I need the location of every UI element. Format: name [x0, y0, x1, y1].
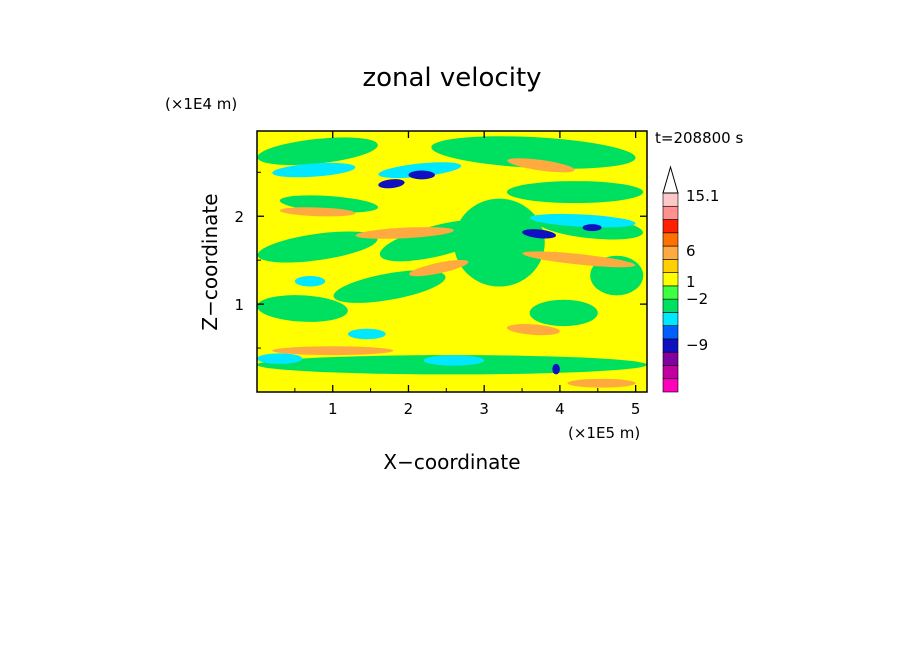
colorbar-swatch: [662, 232, 679, 247]
y-unit-label: (×1E4 m): [165, 95, 237, 113]
y-tick-label: 2: [234, 208, 244, 226]
y-axis: 12: [234, 171, 647, 349]
field-patch: [409, 259, 469, 277]
field-patch: [355, 227, 454, 239]
field-patch: [257, 295, 348, 322]
field-patch: [294, 276, 326, 287]
colorbar-label: −9: [686, 336, 708, 354]
field-patch: [408, 170, 435, 180]
field-patch: [333, 270, 446, 303]
field-patch: [522, 251, 636, 268]
colorbar-label: 6: [686, 242, 696, 260]
colorbar-swatch: [662, 272, 679, 287]
colorbar-swatch: [662, 378, 679, 393]
colorbar-swatch: [662, 365, 679, 380]
plot-frame: [256, 130, 648, 393]
colorbar-swatch: [662, 351, 679, 366]
y-tick-label: 1: [234, 296, 244, 314]
field-patch: [522, 229, 557, 239]
colorbar-swatch: [662, 338, 679, 353]
colorbar-label: 1: [686, 273, 696, 291]
x-tick-label: 4: [555, 400, 565, 418]
field-patch: [257, 231, 378, 263]
chart-title: zonal velocity: [362, 63, 541, 93]
colorbar-swatch: [662, 192, 679, 207]
field-patch: [378, 179, 405, 189]
colorbar-swatch: [662, 312, 679, 326]
field-patches: [257, 136, 647, 388]
field-patch: [506, 181, 644, 204]
colorbar-swatch: [662, 259, 679, 273]
field-patch: [453, 198, 545, 287]
x-tick-label: 5: [631, 400, 641, 418]
x-unit-label: (×1E5 m): [568, 424, 640, 442]
x-axis: 1 2 3 4 5: [294, 131, 641, 418]
colorbar: [662, 165, 679, 393]
field-patch: [272, 162, 356, 178]
field-patch: [507, 158, 575, 173]
x-tick-label: 2: [404, 400, 414, 418]
y-axis-label: Z−coordinate: [198, 193, 222, 330]
plot-area: [257, 131, 647, 392]
colorbar-extend-arrow: [662, 165, 679, 194]
field-patch: [506, 324, 560, 336]
field-patch: [272, 346, 394, 356]
x-axis-label: X−coordinate: [383, 450, 520, 474]
time-label: t=208800 s: [655, 129, 743, 147]
colorbar-labels: 15.1 6 1−2 −9: [686, 187, 719, 354]
colorbar-swatch: [662, 245, 679, 260]
x-tick-label: 1: [328, 400, 338, 418]
field-patch: [431, 136, 636, 169]
field-patch: [423, 355, 485, 366]
field-patch: [529, 299, 598, 327]
colorbar-label: 15.1: [686, 187, 719, 205]
colorbar-label: −2: [686, 290, 708, 308]
field-patch: [567, 378, 636, 388]
field-patch: [257, 353, 303, 364]
field-patch: [347, 328, 386, 340]
colorbar-swatch: [662, 285, 679, 300]
colorbar-swatch: [662, 205, 679, 220]
field-patch: [378, 162, 462, 178]
colorbar-swatch: [662, 219, 679, 234]
field-patch: [529, 213, 636, 228]
field-patch: [552, 363, 560, 375]
colorbar-swatch: [662, 298, 679, 313]
colorbar-swatch: [662, 325, 679, 340]
field-patch: [582, 224, 602, 232]
field-patch: [257, 137, 378, 165]
x-tick-label: 3: [479, 400, 489, 418]
field-patch: [279, 207, 356, 217]
